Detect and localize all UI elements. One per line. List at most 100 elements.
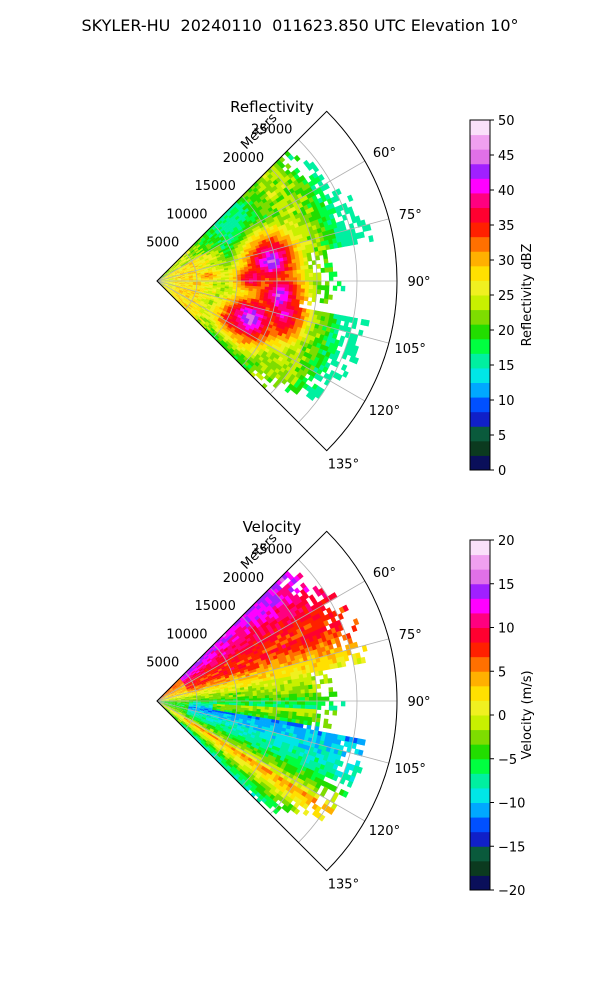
radar-cell bbox=[240, 285, 246, 289]
radar-cell bbox=[213, 257, 218, 262]
radar-cell bbox=[168, 698, 174, 700]
radar-cell bbox=[198, 246, 203, 251]
radar-cell bbox=[319, 604, 327, 612]
radar-cell bbox=[184, 283, 190, 286]
radar-cell bbox=[200, 656, 205, 661]
radar-cell bbox=[293, 667, 299, 673]
radar-cell bbox=[205, 250, 211, 255]
radar-cell bbox=[172, 702, 178, 704]
radar-cell bbox=[217, 640, 223, 645]
radar-cell bbox=[235, 669, 241, 674]
radar-cell bbox=[312, 688, 318, 694]
radar-cell bbox=[308, 712, 313, 718]
colorbar-segment bbox=[470, 295, 490, 311]
radar-cell bbox=[292, 693, 298, 698]
radar-cell bbox=[232, 288, 237, 292]
radar-cell bbox=[172, 278, 178, 280]
radar-cell bbox=[284, 690, 290, 695]
radar-cell bbox=[308, 684, 313, 690]
radar-cell bbox=[199, 241, 205, 246]
radar-cell bbox=[254, 676, 260, 681]
radar-cell bbox=[268, 292, 273, 297]
radar-cell bbox=[247, 263, 253, 267]
radar-cell bbox=[227, 232, 233, 238]
radar-cell bbox=[180, 263, 185, 267]
radar-cell bbox=[245, 324, 252, 329]
radar-cell bbox=[239, 711, 245, 716]
radar-cell bbox=[335, 237, 342, 244]
radar-cell bbox=[223, 330, 229, 335]
radar-cell bbox=[333, 242, 339, 249]
radar-cell bbox=[166, 270, 170, 274]
radar-cell bbox=[224, 271, 230, 275]
radar-cell bbox=[216, 256, 222, 260]
radar-cell bbox=[228, 640, 234, 646]
radar-cell bbox=[234, 247, 240, 252]
radar-cell bbox=[272, 704, 278, 708]
radar-cell bbox=[222, 249, 228, 254]
radar-cell bbox=[272, 287, 278, 291]
radar-cell bbox=[185, 307, 190, 312]
radar-cell bbox=[164, 702, 170, 703]
radar-cell bbox=[175, 683, 180, 687]
radar-cell bbox=[176, 285, 181, 287]
radar-cell bbox=[212, 277, 218, 280]
radar-cell bbox=[221, 326, 227, 331]
radar-cell bbox=[227, 317, 233, 322]
radar-cell bbox=[284, 267, 290, 272]
radar-cell bbox=[332, 271, 338, 277]
radar-cell bbox=[318, 670, 324, 676]
radar-cell bbox=[185, 263, 190, 267]
radar-cell bbox=[180, 302, 185, 307]
radar-cell bbox=[208, 281, 214, 283]
radar-cell bbox=[278, 240, 285, 245]
radar-cell bbox=[230, 246, 236, 251]
radar-cell bbox=[225, 334, 231, 340]
radar-cell bbox=[176, 283, 182, 285]
radar-cell bbox=[266, 721, 272, 726]
radar-cell bbox=[236, 287, 242, 291]
radar-cell bbox=[276, 691, 282, 696]
radar-cell bbox=[217, 337, 223, 343]
radar-cell bbox=[254, 652, 260, 658]
radar-cell bbox=[164, 696, 169, 699]
radar-cell bbox=[312, 692, 318, 698]
radar-cell bbox=[220, 275, 226, 278]
radar-cell bbox=[243, 320, 249, 325]
radar-cell bbox=[332, 343, 339, 351]
radar-cell bbox=[321, 245, 327, 251]
radar-cell bbox=[190, 676, 195, 681]
radar-cell bbox=[231, 317, 237, 322]
radar-cell bbox=[267, 259, 273, 264]
radar-cell bbox=[160, 281, 166, 283]
radar-cell bbox=[309, 326, 315, 333]
radar-cell bbox=[320, 240, 326, 247]
radar-cell bbox=[240, 289, 245, 293]
radar-cell bbox=[281, 378, 288, 385]
radar-cell bbox=[206, 305, 212, 309]
radar-cell bbox=[240, 644, 247, 649]
radar-cell bbox=[222, 669, 228, 674]
radar-cell bbox=[294, 722, 300, 728]
radar-cell bbox=[319, 201, 326, 209]
radar-cell bbox=[180, 697, 186, 699]
radar-cell bbox=[232, 702, 238, 706]
radar-cell bbox=[176, 693, 181, 696]
radar-cell bbox=[185, 295, 190, 299]
radar-cell bbox=[238, 237, 245, 242]
radar-cell bbox=[256, 695, 262, 699]
radar-cell bbox=[276, 701, 282, 705]
radar-cell bbox=[236, 644, 242, 649]
radar-cell bbox=[288, 270, 294, 275]
radar-cell bbox=[205, 298, 211, 302]
radar-cell bbox=[309, 393, 316, 401]
radar-cell bbox=[244, 651, 251, 656]
radar-cell bbox=[206, 313, 212, 318]
radar-cell bbox=[206, 244, 212, 249]
radar-cell bbox=[168, 282, 174, 284]
radar-cell bbox=[220, 287, 226, 291]
radar-cell bbox=[232, 690, 237, 694]
radar-cell bbox=[205, 259, 210, 263]
radar-cell bbox=[190, 243, 196, 249]
radar-cell bbox=[160, 279, 166, 281]
